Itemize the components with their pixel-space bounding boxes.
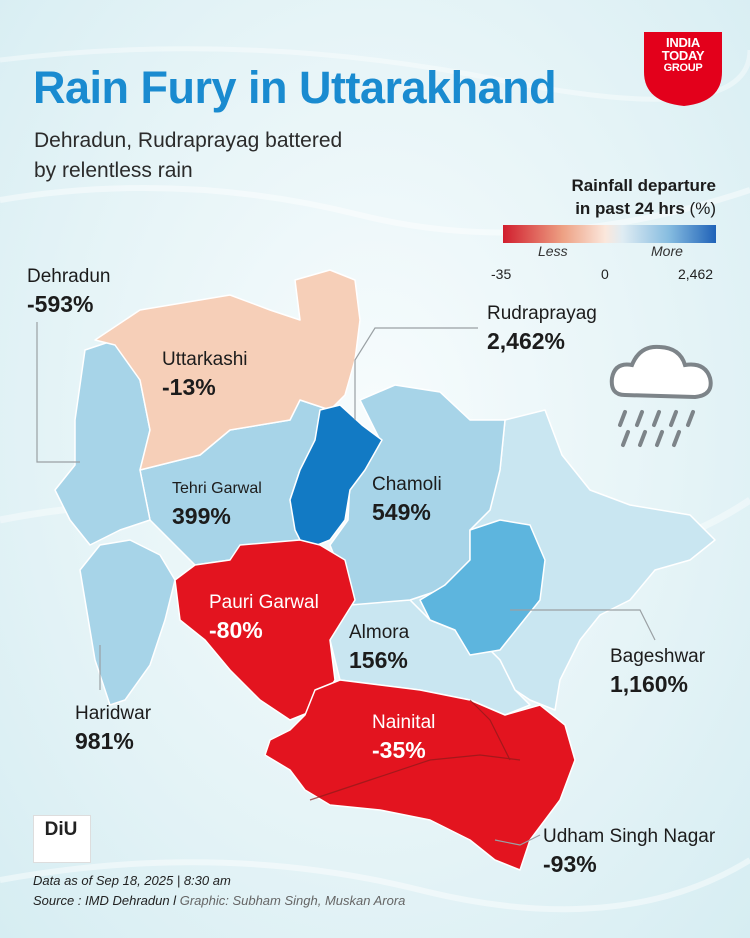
district-nainital-usn bbox=[264, 679, 576, 871]
leader-lines bbox=[36, 322, 656, 846]
page-subtitle: Dehradun, Rudraprayag battered by relent… bbox=[34, 129, 343, 182]
india-today-group-logo bbox=[644, 32, 722, 106]
legend-max: 2,462 bbox=[678, 266, 714, 282]
label-haridwar: Haridwar 981% bbox=[75, 703, 152, 754]
diu-logo-text: DiU bbox=[44, 819, 78, 840]
label-nainital: Nainital -35% bbox=[372, 712, 436, 763]
leader-rudraprayag bbox=[354, 327, 478, 420]
label-rudraprayag: Rudraprayag 2,462% bbox=[487, 303, 597, 354]
leader-usn bbox=[494, 834, 541, 846]
diu-logo bbox=[33, 815, 91, 863]
label-chamoli: Chamoli 549% bbox=[372, 474, 442, 525]
leader-dehradun bbox=[36, 322, 80, 463]
footer-source: Source : IMD Dehradun l Graphic: Subham … bbox=[33, 893, 406, 908]
legend-less-label: Less bbox=[538, 243, 568, 259]
legend-color-scale bbox=[503, 225, 716, 243]
district-haridwar bbox=[79, 539, 176, 706]
logo-text: INDIA TODAY GROUP bbox=[661, 35, 705, 74]
district-pauri bbox=[174, 539, 356, 721]
district-uttarkashi bbox=[94, 269, 361, 471]
label-tehri: Tehri Garwal 399% bbox=[172, 480, 262, 529]
footer-date: Data as of Sep 18, 2025 | 8:30 am bbox=[33, 873, 231, 888]
label-bageshwar: Bageshwar 1,160% bbox=[610, 646, 706, 697]
legend-mid: 0 bbox=[601, 266, 609, 282]
district-bageshwar-core bbox=[419, 519, 546, 656]
legend-min: -35 bbox=[491, 266, 512, 282]
legend-more-label: More bbox=[651, 243, 683, 259]
label-uttarkashi: Uttarkashi -13% bbox=[162, 349, 248, 400]
district-rudraprayag bbox=[289, 404, 383, 551]
label-pauri: Pauri Garwal -80% bbox=[209, 592, 319, 643]
label-almora: Almora 156% bbox=[349, 622, 410, 673]
rain-cloud-icon bbox=[609, 344, 713, 447]
leader-bageshwar bbox=[510, 609, 656, 641]
page-title: Rain Fury in Uttarakhand bbox=[33, 62, 557, 113]
label-dehradun: Dehradun -593% bbox=[27, 266, 111, 317]
label-udham-singh-nagar: Udham Singh Nagar -93% bbox=[543, 826, 716, 877]
legend-title: Rainfall departure in past 24 hrs (%) bbox=[571, 176, 716, 218]
